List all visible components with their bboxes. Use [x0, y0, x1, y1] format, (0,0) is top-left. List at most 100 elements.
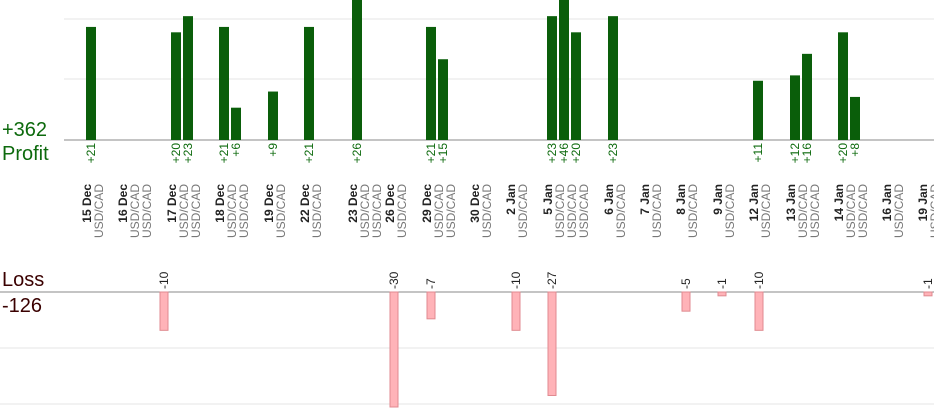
pair-tick-label: USD/CAD [92, 184, 106, 238]
pair-tick-label: USD/CAD [759, 184, 773, 238]
profit-bar-label: +16 [800, 143, 814, 164]
date-tick-label: 8 Jan [674, 184, 688, 215]
pair-tick-label: USD/CAD [808, 184, 822, 238]
date-tick-label: 17 Dec [165, 184, 179, 223]
profit-bar-label: +9 [266, 143, 280, 157]
loss-bar-label: -1 [921, 278, 934, 289]
pair-tick-label: USD/CAD [444, 184, 458, 238]
date-tick-label: 29 Dec [420, 184, 434, 223]
loss-bar-label: -10 [509, 271, 523, 289]
date-tick-label: 9 Jan [711, 184, 725, 215]
date-tick-label: 16 Jan [880, 184, 894, 221]
pair-tick-label: USD/CAD [844, 184, 858, 238]
loss-bar [754, 291, 764, 331]
date-tick-label: 30 Dec [468, 184, 482, 223]
loss-bar [717, 291, 727, 297]
profit-bar [86, 26, 96, 140]
profit-bar-label: +20 [836, 143, 850, 164]
pair-tick-label: USD/CAD [140, 184, 154, 238]
profit-bar-label: +21 [217, 143, 231, 164]
profit-bar-label: +23 [181, 143, 195, 164]
loss-bars [159, 291, 933, 408]
loss-total: -126 [2, 295, 43, 317]
profit-bar-label: +20 [169, 143, 183, 164]
profit-bar [790, 75, 800, 140]
profit-bar-label: +46 [557, 143, 571, 164]
loss-bar [511, 291, 521, 331]
pair-tick-label: USD/CAD [370, 184, 384, 238]
profit-bar-label: +23 [606, 143, 620, 164]
loss-bar [547, 291, 557, 396]
profit-bar [608, 16, 618, 140]
profit-bar [571, 32, 581, 140]
pair-tick-label: USD/CAD [796, 184, 810, 238]
loss-bar [426, 291, 436, 320]
loss-bar [923, 291, 933, 297]
pair-tick-label: USD/CAD [432, 184, 446, 238]
profit-bar [268, 91, 278, 140]
pair-tick-label: USD/CAD [310, 184, 324, 238]
profit-bar [183, 16, 193, 140]
profit-bar-label: +21 [302, 143, 316, 164]
profit-bar-label: +26 [350, 143, 364, 164]
pair-tick-label: USD/CAD [614, 184, 628, 238]
profit-bar-label: +21 [84, 143, 98, 164]
pair-tick-label: USD/CAD [553, 184, 567, 238]
profit-bar-label: +15 [436, 143, 450, 164]
loss-label: Loss [2, 269, 45, 291]
grid-lines [0, 18, 934, 405]
date-tick-label: 23 Dec [346, 184, 360, 223]
loss-bar-label: -1 [715, 278, 729, 289]
loss-bar [389, 291, 399, 408]
pair-tick-label: USD/CAD [686, 184, 700, 238]
loss-bar-label: -30 [387, 271, 401, 289]
profit-total: +362 [2, 119, 48, 141]
pair-tick-label: USD/CAD [128, 184, 142, 238]
pair-tick-label: USD/CAD [892, 184, 906, 238]
profit-label: Profit [2, 143, 49, 165]
bar-labels: +21-10+20+23 +21+6 +9 +21 +26-30 -7+21+15-10-… [84, 143, 934, 289]
loss-bar-label: -27 [545, 271, 559, 289]
date-tick-label: 6 Jan [602, 184, 616, 215]
profit-bar-label: +8 [848, 143, 862, 157]
profit-bar [304, 26, 314, 140]
profit-bar-label: +11 [751, 143, 765, 163]
pair-tick-label: USD/CAD [274, 184, 288, 238]
date-tick-label: 2 Jan [504, 184, 518, 215]
date-tick-label: 5 Jan [541, 184, 555, 215]
date-tick-label: 18 Dec [213, 184, 227, 223]
pair-tick-label: USD/CAD [516, 184, 530, 238]
profit-bar-label: +23 [545, 143, 559, 164]
date-tick-label: 19 Dec [262, 184, 276, 223]
profit-bar [802, 53, 812, 140]
pair-tick-label: USD/CAD [225, 184, 239, 238]
profit-bar [547, 16, 557, 140]
profit-bar-label: +12 [788, 143, 802, 164]
profit-bars [86, 0, 860, 140]
date-tick-label: 13 Jan [784, 184, 798, 221]
profit-bar [753, 80, 763, 140]
profit-bar [231, 107, 241, 140]
pair-tick-label: USD/CAD [723, 184, 737, 238]
pair-tick-label: USD/CAD [480, 184, 494, 238]
pair-tick-label: USD/CAD [395, 184, 409, 238]
pair-tick-label: USD/CAD [577, 184, 591, 238]
profit-bar-label: +20 [569, 143, 583, 164]
loss-bar-label: -7 [424, 278, 438, 289]
profit-bar [438, 59, 448, 140]
pair-tick-label: USD/CAD [650, 184, 664, 238]
profit-bar [219, 26, 229, 140]
profit-bar [838, 32, 848, 140]
pair-tick-label: USD/CAD [856, 184, 870, 238]
date-tick-label: 16 Dec [116, 184, 130, 223]
pair-tick-label: USD/CAD [177, 184, 191, 238]
date-tick-label: 7 Jan [638, 184, 652, 215]
date-tick-label: 26 Dec [383, 184, 397, 223]
loss-bar [159, 291, 169, 331]
profit-bar [171, 32, 181, 140]
pair-tick-label: USD/CAD [237, 184, 251, 238]
pair-tick-label: USD/CAD [928, 184, 934, 238]
loss-bar [681, 291, 691, 312]
